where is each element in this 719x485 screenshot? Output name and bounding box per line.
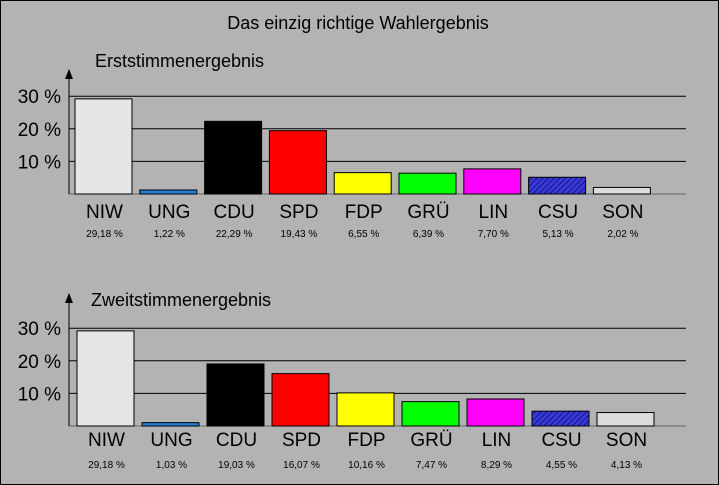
category-label: FDP [348,430,386,451]
y-tick-label: 10 % [18,384,61,405]
category-label: NIW [86,202,123,223]
bar-csu [528,176,587,195]
category-label: CSU [541,430,581,451]
category-label: UNG [148,202,190,223]
bar-son [592,186,651,195]
bar-spd [271,373,330,427]
value-label: 1,03 % [156,460,187,471]
value-label: 29,18 % [88,460,125,471]
category-label: UNG [150,430,192,451]
y-tick-label: 30 % [18,319,61,340]
category-label: CSU [538,202,578,223]
category-label: GRÜ [410,430,452,451]
category-label: NIW [88,430,125,451]
category-label: CDU [214,202,255,223]
bar-ung [141,422,200,427]
value-label: 6,39 % [413,229,444,240]
value-label: 10,16 % [348,460,385,471]
value-label: 29,18 % [86,229,123,240]
chart-2-title: Zweitstimmenergebnis [91,290,271,310]
bar-csu [531,410,590,427]
value-label: 22,29 % [216,229,253,240]
y-axis-arrow [65,293,73,303]
category-label: GRÜ [407,202,449,223]
category-label: SPD [282,430,321,451]
value-label: 8,29 % [481,460,512,471]
bar-niw [76,330,135,427]
bar-lin [463,168,522,195]
y-tick-label: 20 % [18,120,61,141]
value-label: 6,55 % [348,229,379,240]
category-label: FDP [345,202,383,223]
category-label: LIN [482,430,512,451]
bar-spd [268,130,327,195]
value-label: 1,22 % [154,229,185,240]
bar-ung [139,189,198,195]
value-label: 19,43 % [281,229,318,240]
bar-son [596,412,655,427]
main-title: Das einzig richtige Wahlergebnis [227,13,488,33]
category-label: SON [602,202,643,223]
bar-niw [74,98,133,195]
value-label: 7,47 % [416,460,447,471]
value-label: 19,03 % [218,460,255,471]
chart-1-title: Erststimmenergebnis [95,51,264,71]
y-tick-label: 30 % [18,87,61,108]
y-axis-arrow [65,69,73,79]
category-label: CDU [216,430,257,451]
value-label: 16,07 % [283,460,320,471]
y-tick-label: 10 % [18,152,61,173]
category-label: SPD [279,202,318,223]
y-tick-label: 20 % [18,352,61,373]
value-label: 4,13 % [611,460,642,471]
bar-grü [401,401,460,427]
bar-cdu [204,120,263,195]
bar-fdp [336,392,395,427]
bar-cdu [206,363,265,427]
value-label: 5,13 % [543,229,574,240]
category-label: SON [606,430,647,451]
bar-lin [466,398,525,427]
bar-fdp [333,172,392,195]
value-label: 2,02 % [607,229,638,240]
category-label: LIN [479,202,509,223]
bar-grü [398,172,457,195]
value-label: 4,55 % [546,460,577,471]
value-label: 7,70 % [478,229,509,240]
